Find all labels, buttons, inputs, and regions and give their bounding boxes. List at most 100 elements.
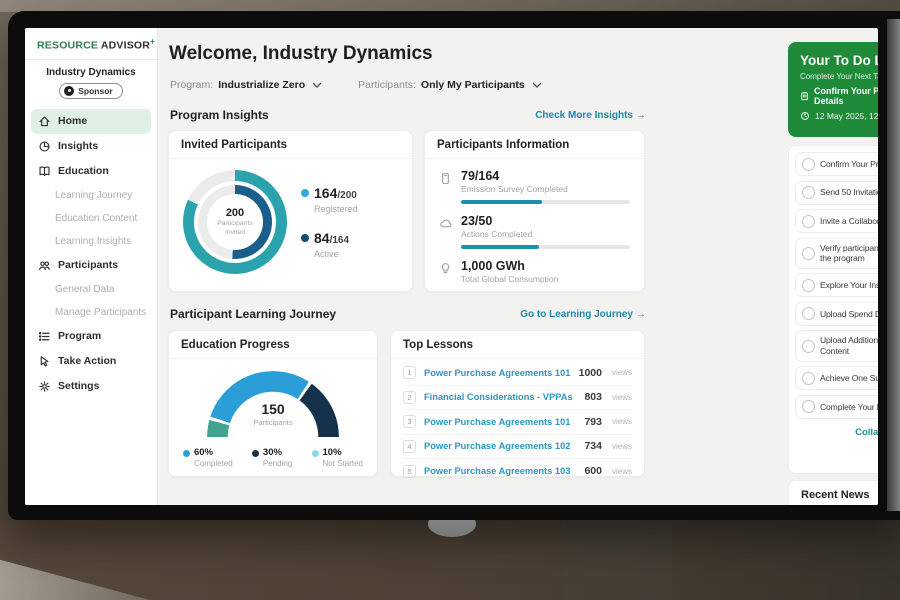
lesson-title-link[interactable]: Financial Considerations - VPPAs [424,392,573,403]
lesson-views-suffix: views [611,417,632,427]
lesson-title-link[interactable]: Power Purchase Agreements 101 [424,416,571,427]
todo-subtitle: Complete Your Next Task: [800,72,878,81]
check-more-insights-link[interactable]: Check More Insights → [535,109,646,121]
lesson-title-link[interactable]: Power Purchase Agreements 102 [424,441,571,452]
sidebar-item-take-action[interactable]: Take Action [31,349,151,374]
legend-label: Active [314,249,339,259]
sidebar-item-label: Home [58,115,88,127]
sidebar-item-home[interactable]: Home [31,108,151,134]
sidebar-item-manage-participants[interactable]: Manage Participants [31,301,151,324]
collapse-tasks-link[interactable]: Collapse Tasks ∧ [855,427,878,439]
stat-value: 79/164 [461,169,500,183]
task-checkbox[interactable] [802,400,815,414]
stat-label: Total Global Consumption [461,274,559,284]
task-row[interactable]: Upload Spend Data Records › [795,301,878,326]
task-label: Explore Your Insights Dashboard [820,280,878,291]
section-title: Program Insights [170,108,269,122]
sidebar-item-education[interactable]: Education [31,159,151,184]
sidebar-item-insights[interactable]: Insights [31,134,151,159]
legend-dot [251,449,259,457]
stat-consumption: 1,000 GWh Total Global Consumption [439,259,630,284]
sidebar-item-program[interactable]: Program [31,324,151,349]
task-checkbox[interactable] [802,214,815,228]
task-row[interactable]: Achieve One Sustainability Target › [795,366,878,391]
task-row[interactable]: Confirm Your Program Details › [795,152,878,176]
invited-participants-card: Invited Participants 200 Participants In… [168,130,413,292]
sidebar-item-education-content[interactable]: Education Content [31,207,151,230]
legend-pct: 30% [262,447,282,458]
sidebar-item-settings[interactable]: Settings [31,374,151,399]
logo-primary: RESOURCE [37,39,99,52]
lesson-row[interactable]: 2 Financial Considerations - VPPAs 803 vi… [403,386,632,410]
app-logo: RESOURCE ADVISOR+ [25,28,157,60]
progress-track [461,245,630,249]
task-row[interactable]: Upload Additional Educational Content › [795,330,878,362]
todo-next-task: Confirm Your Program Details [814,86,878,106]
stat-actions-completed: 23/50 Actions Completed [439,214,630,249]
sidebar-item-learning-insights[interactable]: Learning Insights [31,230,151,253]
pi-progress-fill [461,200,543,204]
lesson-title-link[interactable]: Power Purchase Agreements 101 [424,367,571,378]
todo-due-date: 12 May 2025, 12:00 PM [815,111,878,121]
lesson-rank: 1 [403,366,416,380]
task-label: Verify participants requesting to join t… [820,242,878,264]
lesson-rank: 5 [403,464,416,478]
lesson-title-link[interactable]: Power Purchase Agreements 103 [424,466,571,477]
progress-track [461,200,630,204]
lesson-row[interactable]: 1 Power Purchase Agreements 101 1000 view… [403,361,632,386]
section-title: Participant Learning Journey [170,307,337,321]
task-row[interactable]: Complete Your Learning Journey › [795,394,878,419]
lesson-row[interactable]: 3 Power Purchase Agreements 101 793 views [403,410,632,435]
lesson-views: 793 [584,415,602,428]
sidebar-item-participants[interactable]: Participants [31,253,151,278]
clipboard-icon [801,92,808,101]
sidebar-item-general-data[interactable]: General Data [31,278,151,301]
sidebar-item-learning-journey[interactable]: Learning Journey [31,184,151,207]
task-checkbox[interactable] [802,339,815,353]
task-row[interactable]: Send 50 Invitations to Participants › [795,180,878,205]
todo-title: Your To Do List [800,53,878,68]
filter-bar: Program: Industrialize Zero Participants… [170,79,542,91]
task-checkbox[interactable] [802,186,815,199]
lesson-rank: 4 [403,439,416,453]
task-row[interactable]: Verify participants requesting to join t… [795,237,878,269]
task-row[interactable]: Invite a Collaborator › [795,209,878,233]
legend-active: 84/164 Active [301,230,358,259]
logo-plus: + [150,37,155,46]
chevron-down-icon [312,82,322,88]
todo-column: Your To Do List Complete Your Next Task:… [788,28,878,505]
sponsor-icon [64,85,75,96]
sidebar-item-label: Learning Insights [55,235,132,247]
task-checkbox[interactable] [802,307,815,321]
task-checkbox[interactable] [802,278,815,292]
donut-ring-inner [198,185,272,259]
lesson-row[interactable]: 5 Power Purchase Agreements 103 600 views [403,459,632,484]
task-checkbox[interactable] [802,157,815,171]
sidebar-item-label: Education Content [55,212,138,224]
program-dropdown[interactable]: Program: Industrialize Zero [170,79,322,91]
task-checkbox[interactable] [802,371,815,385]
stat-label: Emission Survey Completed [461,184,568,194]
task-row[interactable]: Explore Your Insights Dashboard › [795,273,878,298]
sidebar: RESOURCE ADVISOR+ Industry Dynamics Spon… [25,28,158,505]
monitor-bezel: RESOURCE ADVISOR+ Industry Dynamics Spon… [8,11,900,520]
sidebar-item-label: Learning Journey [55,189,133,201]
go-to-learning-journey-link[interactable]: Go to Learning Journey → [520,308,646,320]
sidebar-item-label: Take Action [58,355,117,367]
gauge-center-label: Participants [253,418,293,427]
stat-value: 23/50 [461,214,493,228]
participants-dropdown[interactable]: Participants: Only My Participants [358,79,542,91]
lesson-rank: 3 [403,415,416,429]
background-wall-strip [0,0,900,12]
insights-icon [39,140,50,152]
task-checkbox[interactable] [802,246,815,260]
program-insights-header: Program Insights Check More Insights → [170,108,646,122]
pi-progress-fill [461,245,539,249]
sidebar-item-label: Manage Participants [55,306,147,318]
lesson-row[interactable]: 4 Power Purchase Agreements 102 734 views [403,435,632,459]
legend-label: Registered [314,204,358,214]
participants-information-card: Participants Information 79/164 Emission… [424,130,645,292]
gauge-legend: 60% Completed 30% Pending 10% Not Starte… [169,437,377,468]
sidebar-item-label: General Data [55,283,115,295]
sidebar-nav: Home Insights Education Learning Journey… [25,107,157,401]
